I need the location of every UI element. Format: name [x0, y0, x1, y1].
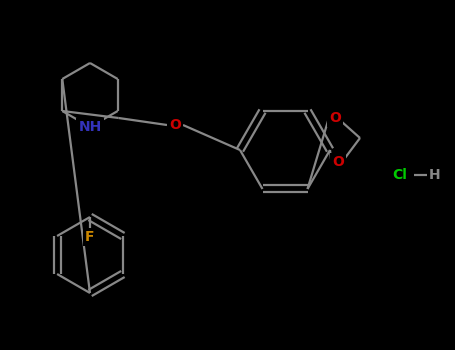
Text: NH: NH	[78, 120, 101, 134]
Text: O: O	[332, 155, 344, 169]
Text: H: H	[429, 168, 441, 182]
Text: O: O	[329, 111, 341, 125]
Text: Cl: Cl	[393, 168, 407, 182]
Text: F: F	[85, 230, 95, 244]
Text: O: O	[169, 118, 181, 132]
